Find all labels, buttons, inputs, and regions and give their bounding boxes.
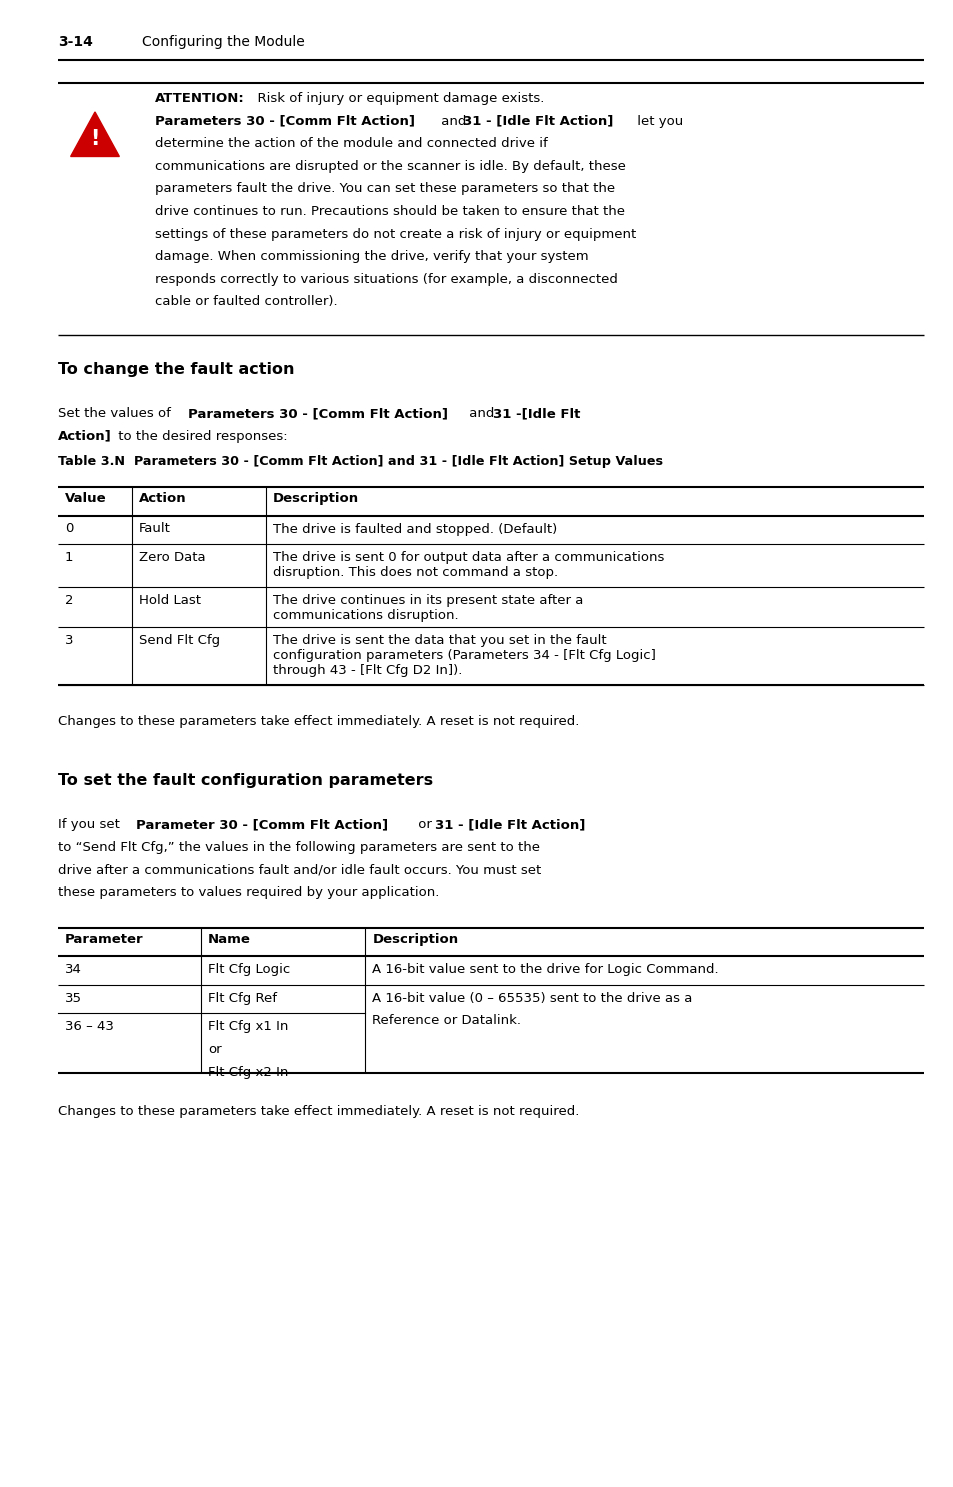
Text: A 16-bit value sent to the drive for Logic Command.: A 16-bit value sent to the drive for Log… xyxy=(372,964,719,977)
Text: Name: Name xyxy=(208,932,251,946)
Text: The drive is faulted and stopped. (Default): The drive is faulted and stopped. (Defau… xyxy=(273,522,557,535)
Text: Action]: Action] xyxy=(58,430,112,443)
Text: and: and xyxy=(436,114,470,128)
Text: Changes to these parameters take effect immediately. A reset is not required.: Changes to these parameters take effect … xyxy=(58,715,578,729)
Text: Action: Action xyxy=(138,492,186,506)
Text: these parameters to values required by your application.: these parameters to values required by y… xyxy=(58,886,439,898)
Text: Flt Cfg Logic: Flt Cfg Logic xyxy=(208,964,290,977)
Text: 3-14: 3-14 xyxy=(58,36,92,49)
Text: Table 3.N  Parameters 30 - [Comm Flt Action] and 31 - [Idle Flt Action] Setup Va: Table 3.N Parameters 30 - [Comm Flt Acti… xyxy=(58,455,662,468)
Text: Fault: Fault xyxy=(138,522,171,535)
Text: to “Send Flt Cfg,” the values in the following parameters are sent to the: to “Send Flt Cfg,” the values in the fol… xyxy=(58,840,539,854)
Text: Value: Value xyxy=(65,492,107,506)
Text: Parameters 30 - [Comm Flt Action]: Parameters 30 - [Comm Flt Action] xyxy=(154,114,415,128)
Text: 31 - [Idle Flt Action]: 31 - [Idle Flt Action] xyxy=(462,114,613,128)
Text: or: or xyxy=(208,1042,221,1056)
Text: Reference or Datalink.: Reference or Datalink. xyxy=(372,1014,521,1028)
Text: Risk of injury or equipment damage exists.: Risk of injury or equipment damage exist… xyxy=(248,92,543,106)
Polygon shape xyxy=(71,112,119,156)
Text: and: and xyxy=(464,407,498,419)
Text: let you: let you xyxy=(633,114,682,128)
Text: The drive is sent the data that you set in the fault
configuration parameters (P: The drive is sent the data that you set … xyxy=(273,633,655,677)
Text: Parameter: Parameter xyxy=(65,932,144,946)
Text: Description: Description xyxy=(273,492,358,506)
Text: Description: Description xyxy=(372,932,458,946)
Text: 31 -[Idle Flt: 31 -[Idle Flt xyxy=(493,407,579,419)
Text: To set the fault configuration parameters: To set the fault configuration parameter… xyxy=(58,773,433,788)
Text: to the desired responses:: to the desired responses: xyxy=(113,430,287,443)
Text: 1: 1 xyxy=(65,552,73,564)
Text: !: ! xyxy=(91,129,99,149)
Text: settings of these parameters do not create a risk of injury or equipment: settings of these parameters do not crea… xyxy=(154,228,636,241)
Text: 35: 35 xyxy=(65,992,82,1005)
Text: 36 – 43: 36 – 43 xyxy=(65,1020,113,1033)
Text: Flt Cfg x2 In: Flt Cfg x2 In xyxy=(208,1066,288,1078)
Text: To change the fault action: To change the fault action xyxy=(58,361,294,378)
Text: Parameters 30 - [Comm Flt Action]: Parameters 30 - [Comm Flt Action] xyxy=(188,407,447,419)
Text: 2: 2 xyxy=(65,593,73,607)
Text: Changes to these parameters take effect immediately. A reset is not required.: Changes to these parameters take effect … xyxy=(58,1105,578,1118)
Text: A 16-bit value (0 – 65535) sent to the drive as a: A 16-bit value (0 – 65535) sent to the d… xyxy=(372,992,692,1005)
Text: Hold Last: Hold Last xyxy=(138,593,200,607)
Text: If you set: If you set xyxy=(58,818,124,831)
Text: parameters fault the drive. You can set these parameters so that the: parameters fault the drive. You can set … xyxy=(154,183,615,195)
Text: communications are disrupted or the scanner is idle. By default, these: communications are disrupted or the scan… xyxy=(154,159,625,172)
Text: 3: 3 xyxy=(65,633,73,647)
Text: 34: 34 xyxy=(65,964,82,977)
Text: The drive continues in its present state after a
communications disruption.: The drive continues in its present state… xyxy=(273,593,582,622)
Text: 31 - [Idle Flt Action]: 31 - [Idle Flt Action] xyxy=(435,818,585,831)
Text: drive after a communications fault and/or idle fault occurs. You must set: drive after a communications fault and/o… xyxy=(58,862,540,876)
Text: drive continues to run. Precautions should be taken to ensure that the: drive continues to run. Precautions shou… xyxy=(154,205,624,219)
Text: ATTENTION:: ATTENTION: xyxy=(154,92,245,106)
Text: or: or xyxy=(413,818,436,831)
Text: Flt Cfg Ref: Flt Cfg Ref xyxy=(208,992,276,1005)
Text: determine the action of the module and connected drive if: determine the action of the module and c… xyxy=(154,137,547,150)
Text: Zero Data: Zero Data xyxy=(138,552,205,564)
Text: 0: 0 xyxy=(65,522,73,535)
Text: Parameter 30 - [Comm Flt Action]: Parameter 30 - [Comm Flt Action] xyxy=(135,818,387,831)
Text: The drive is sent 0 for output data after a communications
disruption. This does: The drive is sent 0 for output data afte… xyxy=(273,552,663,578)
Text: Configuring the Module: Configuring the Module xyxy=(142,36,304,49)
Text: Set the values of: Set the values of xyxy=(58,407,175,419)
Text: damage. When commissioning the drive, verify that your system: damage. When commissioning the drive, ve… xyxy=(154,250,588,263)
Text: responds correctly to various situations (for example, a disconnected: responds correctly to various situations… xyxy=(154,272,618,286)
Text: cable or faulted controller).: cable or faulted controller). xyxy=(154,296,337,308)
Text: Send Flt Cfg: Send Flt Cfg xyxy=(138,633,219,647)
Text: Flt Cfg x1 In: Flt Cfg x1 In xyxy=(208,1020,288,1033)
